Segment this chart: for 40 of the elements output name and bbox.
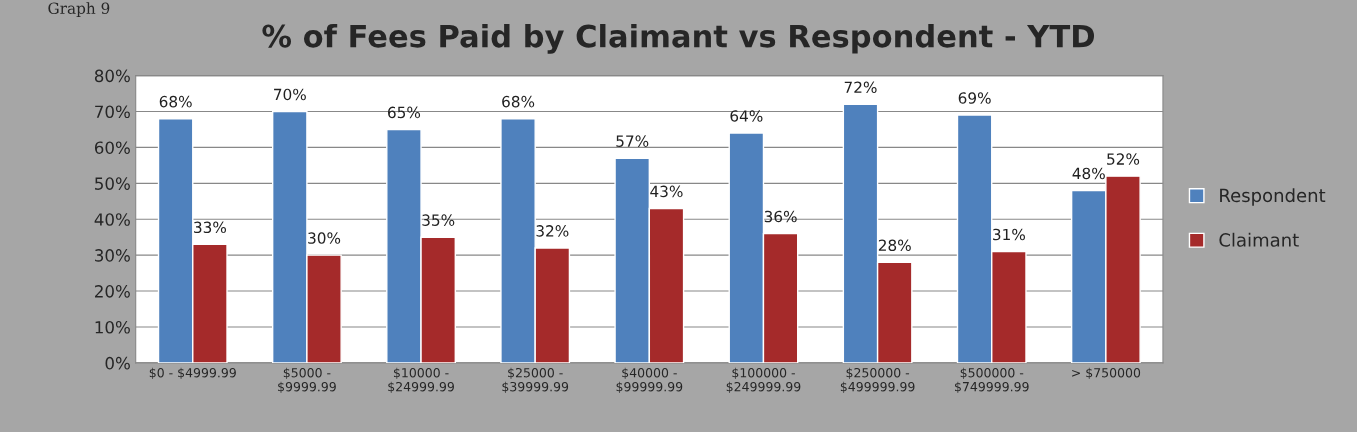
y-tick-label: 80% <box>94 69 130 83</box>
y-tick-label: 10% <box>95 320 130 334</box>
x-tick-label: $0 - $4999.99 <box>149 367 236 380</box>
data-label: 35% <box>422 214 455 226</box>
data-label: 57% <box>616 135 649 147</box>
y-tick-label: 70% <box>95 105 130 119</box>
x-tick-label: $10000 - $24999.99 <box>388 367 454 394</box>
chart-title: % of Fees Paid by Claimant vs Respondent - YTD <box>262 23 1095 54</box>
data-label: 43% <box>650 185 683 198</box>
y-tick-label: 50% <box>95 177 130 190</box>
data-label: 32% <box>536 225 569 237</box>
legend-label: Respondent <box>1220 188 1326 206</box>
x-tick-label: $40000 - $99999.99 <box>616 367 683 394</box>
x-tick-label: $250000 - $499999.99 <box>840 367 915 394</box>
y-tick-label: 40% <box>94 213 130 226</box>
y-tick-label: 60% <box>94 141 130 154</box>
y-tick-label: 20% <box>95 285 130 298</box>
data-label: 48% <box>1072 167 1105 180</box>
data-label: 72% <box>844 81 877 94</box>
data-label: 65% <box>388 106 421 119</box>
x-tick-label: > $750000 <box>1072 367 1141 380</box>
x-tick-label: $500000 - $749999.99 <box>955 367 1029 394</box>
data-label: 36% <box>764 210 797 223</box>
data-label: 64% <box>730 110 763 122</box>
data-label: 68% <box>502 95 535 108</box>
data-label: 68% <box>159 95 192 108</box>
x-tick-label: $25000 - $39999.99 <box>502 367 569 394</box>
data-label: 28% <box>878 239 911 252</box>
data-label: 30% <box>308 232 341 244</box>
data-label: 70% <box>274 88 306 101</box>
y-tick-label: 0% <box>105 356 130 370</box>
x-tick-label: $100000 - $249999.99 <box>726 367 801 394</box>
x-tick-label: $5000 - $9999.99 <box>278 367 336 394</box>
data-label: 69% <box>958 92 991 104</box>
data-label: 52% <box>1107 153 1140 165</box>
legend-label: Claimant <box>1219 232 1299 247</box>
data-label: 33% <box>194 221 227 234</box>
data-label: 31% <box>993 228 1025 241</box>
y-tick-label: 30% <box>95 249 130 262</box>
caption: Graph 9 <box>48 2 110 17</box>
